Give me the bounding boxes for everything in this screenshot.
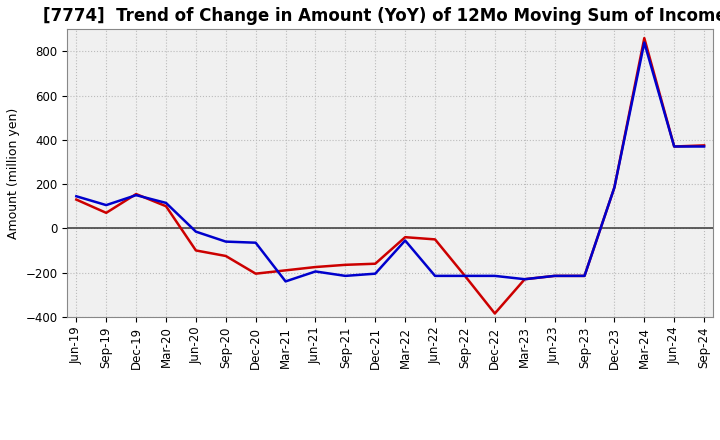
Ordinary Income <box>282 279 290 284</box>
Net Income <box>371 261 379 266</box>
Ordinary Income <box>102 202 111 208</box>
Net Income <box>550 273 559 279</box>
Net Income <box>132 191 140 197</box>
Ordinary Income <box>341 273 350 279</box>
Ordinary Income <box>132 193 140 198</box>
Net Income <box>610 185 618 190</box>
Ordinary Income <box>670 144 678 149</box>
Ordinary Income <box>401 238 410 243</box>
Line: Ordinary Income: Ordinary Income <box>76 43 704 282</box>
Ordinary Income <box>550 273 559 279</box>
Net Income <box>700 143 708 148</box>
Ordinary Income <box>610 185 618 190</box>
Net Income <box>490 311 499 316</box>
Net Income <box>640 36 649 41</box>
Ordinary Income <box>490 273 499 279</box>
Net Income <box>521 277 529 282</box>
Ordinary Income <box>251 240 260 246</box>
Ordinary Income <box>431 273 439 279</box>
Ordinary Income <box>162 200 171 205</box>
Net Income <box>431 237 439 242</box>
Ordinary Income <box>192 229 200 234</box>
Line: Net Income: Net Income <box>76 38 704 313</box>
Ordinary Income <box>521 277 529 282</box>
Net Income <box>401 235 410 240</box>
Ordinary Income <box>311 269 320 274</box>
Net Income <box>670 144 678 149</box>
Title: [7774]  Trend of Change in Amount (YoY) of 12Mo Moving Sum of Incomes: [7774] Trend of Change in Amount (YoY) o… <box>43 7 720 25</box>
Net Income <box>580 273 589 279</box>
Ordinary Income <box>700 144 708 149</box>
Net Income <box>72 197 81 202</box>
Net Income <box>461 273 469 279</box>
Net Income <box>162 204 171 209</box>
Ordinary Income <box>371 271 379 276</box>
Ordinary Income <box>580 273 589 279</box>
Net Income <box>192 248 200 253</box>
Net Income <box>341 262 350 268</box>
Net Income <box>222 253 230 259</box>
Net Income <box>311 264 320 270</box>
Ordinary Income <box>461 273 469 279</box>
Y-axis label: Amount (million yen): Amount (million yen) <box>7 107 20 238</box>
Net Income <box>282 268 290 273</box>
Net Income <box>251 271 260 276</box>
Ordinary Income <box>72 194 81 199</box>
Ordinary Income <box>222 239 230 244</box>
Net Income <box>102 210 111 216</box>
Ordinary Income <box>640 40 649 45</box>
